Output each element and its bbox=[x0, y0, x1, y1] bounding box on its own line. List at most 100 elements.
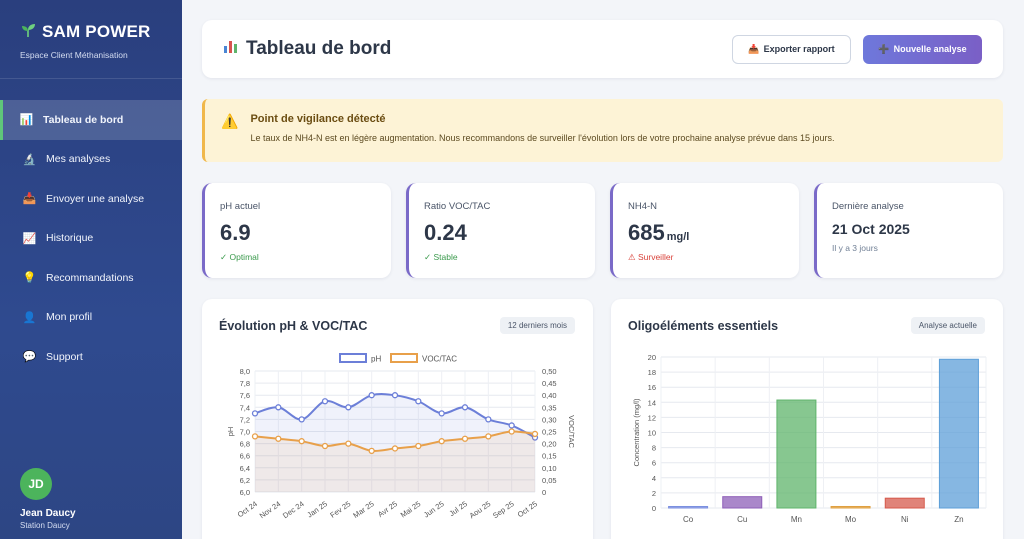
y2-tick-label: 0,30 bbox=[542, 415, 557, 424]
page-title: Tableau de bord bbox=[223, 38, 391, 60]
data-point bbox=[321, 398, 329, 405]
chat-icon: 💬 bbox=[22, 351, 37, 364]
y-tick-label: 20 bbox=[648, 353, 656, 362]
sidebar-item-label: Tableau de bord bbox=[43, 113, 124, 126]
data-point bbox=[368, 447, 375, 455]
x-tick-label: Fev 25 bbox=[328, 499, 352, 520]
data-point bbox=[275, 435, 282, 442]
stat-label: NH4-N bbox=[628, 201, 658, 212]
y-tick-label: 10 bbox=[648, 429, 656, 438]
stat-note: Il y a 3 jours bbox=[832, 243, 878, 253]
stat-value: 6.9 bbox=[220, 220, 251, 245]
y-tick-label: 6,8 bbox=[240, 440, 250, 449]
bar-mo bbox=[830, 505, 871, 509]
sidebar: SAM POWER Espace Client Méthanisation 📊 T… bbox=[0, 0, 182, 539]
y2-tick-label: 0 bbox=[542, 488, 546, 497]
new-analysis-button[interactable]: ➕ Nouvelle analyse bbox=[863, 34, 982, 64]
y-tick-label: 6,6 bbox=[240, 452, 250, 461]
data-point bbox=[508, 428, 515, 435]
sidebar-item-envoyer-une-analyse[interactable]: 📥 Envoyer une analyse bbox=[0, 179, 182, 219]
y2-axis-label: VOC/TAC bbox=[567, 415, 576, 448]
y-tick-label: 12 bbox=[648, 413, 656, 422]
line-chart[interactable]: pH VOC/TAC 6,0 6,2 6,4 6,6 6,8 7,0 7,2 7,4 7,6 7,8 8… bbox=[202, 344, 593, 539]
data-point bbox=[345, 440, 352, 447]
x-tick-label: Co bbox=[683, 515, 694, 524]
period-badge[interactable]: 12 derniers mois bbox=[499, 317, 575, 334]
stat-card-nh4n: NH4-N 685 mg/l ⚠ Surveiller bbox=[610, 183, 799, 278]
sidebar-item-mes-analyses[interactable]: 🔬 Mes analyses bbox=[0, 140, 182, 180]
y-tick-label: 8 bbox=[652, 444, 656, 453]
data-point bbox=[415, 398, 422, 405]
new-analysis-label: Nouvelle analyse bbox=[893, 44, 967, 54]
bar-mn bbox=[776, 399, 817, 509]
y-tick-label: 6 bbox=[652, 459, 656, 468]
sidebar-item-label: Historique bbox=[46, 232, 94, 245]
vigilance-alert: ⚠️ Point de vigilance détecté Le taux de… bbox=[202, 99, 1003, 162]
sidebar-item-historique[interactable]: 📈 Historique bbox=[0, 219, 182, 259]
user-station: Station Daucy bbox=[20, 521, 70, 530]
legend-swatch bbox=[390, 353, 418, 363]
bar-ni bbox=[884, 497, 925, 509]
export-report-button[interactable]: 📥 Exporter rapport bbox=[732, 34, 851, 64]
plus-icon: ➕ bbox=[878, 43, 890, 54]
y-tick-label: 7,0 bbox=[240, 428, 250, 437]
y-axis-label: Concentration (mg/l) bbox=[632, 398, 641, 466]
y-tick-label: 6,2 bbox=[240, 476, 250, 485]
stat-value: 685 mg/l bbox=[628, 220, 690, 245]
sidebar-item-recommandations[interactable]: 💡 Recommandations bbox=[0, 258, 182, 298]
stat-card-voc-tac: Ratio VOC/TAC 0.24 ✓ Stable bbox=[406, 183, 595, 278]
data-point bbox=[485, 433, 492, 440]
bar-zn bbox=[938, 358, 979, 509]
user-name: Jean Daucy bbox=[20, 508, 76, 519]
bulb-icon: 💡 bbox=[22, 272, 37, 285]
x-tick-label: Mai 25 bbox=[399, 499, 423, 519]
data-point bbox=[368, 392, 375, 399]
sidebar-item-support[interactable]: 💬 Support bbox=[0, 337, 182, 377]
data-point bbox=[298, 438, 305, 445]
data-point bbox=[415, 442, 422, 450]
trace-elements-chart-card: Oligoéléments essentiels Analyse actuell… bbox=[611, 299, 1003, 539]
bar-chart[interactable]: 0 2 4 6 8 10 12 14 16 18 20 Concentration (mg/l) Co C… bbox=[611, 344, 1003, 539]
y-tick-label: 6,4 bbox=[240, 464, 250, 473]
stat-value: 21 Oct 2025 bbox=[832, 221, 910, 237]
data-point bbox=[438, 438, 445, 445]
series-area bbox=[255, 394, 535, 492]
chart-title: Oligoéléments essentiels bbox=[628, 318, 779, 333]
y-tick-label: 7,8 bbox=[240, 379, 250, 388]
y-tick-label: 16 bbox=[648, 383, 656, 392]
x-tick-label: Mar 25 bbox=[351, 499, 375, 520]
y-tick-label: 4 bbox=[652, 474, 656, 483]
chart-icon bbox=[223, 38, 239, 60]
data-point bbox=[298, 416, 305, 423]
data-point bbox=[508, 422, 515, 429]
analysis-badge[interactable]: Analyse actuelle bbox=[910, 317, 985, 334]
y-tick-label: 14 bbox=[648, 398, 656, 407]
brand-name: SAM POWER bbox=[42, 22, 151, 41]
y2-tick-label: 0,50 bbox=[542, 367, 557, 376]
legend-label: pH bbox=[371, 355, 381, 364]
y2-tick-label: 0,25 bbox=[542, 428, 557, 437]
sidebar-item-tableau-de-bord[interactable]: 📊 Tableau de bord bbox=[0, 100, 182, 140]
alert-text: Le taux de NH4-N est en légère augmentat… bbox=[250, 133, 835, 143]
brand: SAM POWER Espace Client Méthanisation bbox=[0, 0, 182, 79]
bar-co bbox=[668, 505, 709, 509]
stat-label: Ratio VOC/TAC bbox=[424, 201, 491, 212]
user-icon: 👤 bbox=[22, 311, 37, 324]
header-actions: 📥 Exporter rapport ➕ Nouvelle analyse bbox=[732, 34, 982, 64]
data-point bbox=[321, 442, 329, 450]
sidebar-nav: 📊 Tableau de bord 🔬 Mes analyses 📥 Envoyer un… bbox=[0, 100, 182, 377]
stat-note: ⚠ Surveiller bbox=[628, 252, 674, 262]
x-tick-label: Ni bbox=[901, 515, 909, 524]
stat-note: ✓ Optimal bbox=[220, 252, 259, 262]
data-point bbox=[275, 404, 282, 411]
data-point bbox=[461, 435, 469, 442]
user-panel[interactable]: JD Jean Daucy Station Daucy bbox=[20, 468, 76, 530]
brand-subtitle: Espace Client Méthanisation bbox=[20, 50, 128, 60]
data-point bbox=[438, 410, 445, 417]
x-tick-label: Zn bbox=[954, 515, 963, 524]
x-tick-label: Oct 24 bbox=[236, 499, 259, 519]
sidebar-item-mon-profil[interactable]: 👤 Mon profil bbox=[0, 298, 182, 338]
stat-card-ph: pH actuel 6.9 ✓ Optimal bbox=[202, 183, 391, 278]
avatar[interactable]: JD bbox=[20, 468, 52, 500]
x-tick-label: Jul 25 bbox=[447, 499, 469, 518]
